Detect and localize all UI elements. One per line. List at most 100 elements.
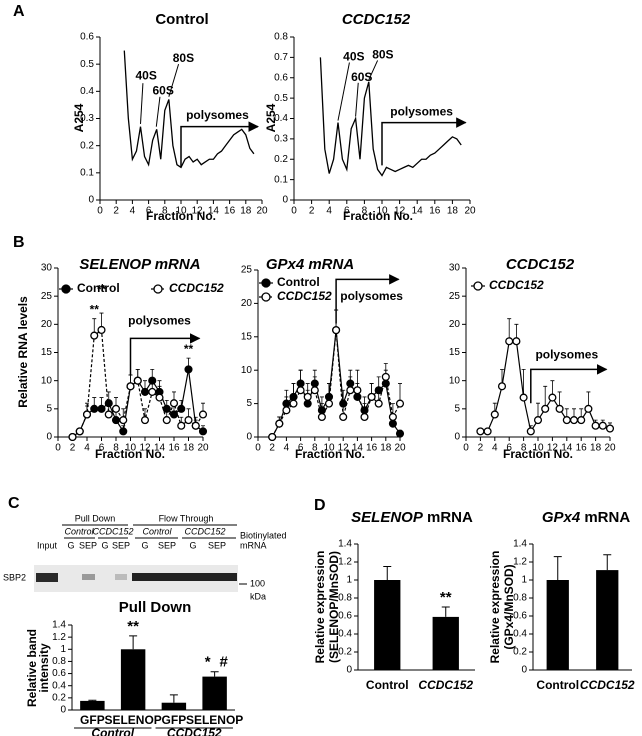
y-tick-label: 1 <box>521 575 527 586</box>
blot-band <box>115 574 127 580</box>
y-tick-label: 0.3 <box>274 134 288 145</box>
panel-label: B <box>13 234 25 251</box>
data-point <box>289 399 298 408</box>
annotation: polysomes <box>535 347 598 361</box>
annotation-arrow <box>129 333 201 376</box>
x-tick-label: 10 <box>323 443 335 454</box>
x-tick-label: 2 <box>478 443 484 454</box>
bar <box>596 570 619 670</box>
data-point <box>548 393 557 402</box>
bar <box>374 580 401 670</box>
data-point <box>198 410 208 419</box>
blot-lane: SEP <box>112 540 130 550</box>
panel-label: D <box>314 497 326 514</box>
data-point <box>82 410 92 419</box>
bar <box>120 649 146 710</box>
y-tick-label: 10 <box>41 375 53 386</box>
data-point <box>184 365 193 374</box>
data-point <box>360 412 369 422</box>
x-tick-label: 0 <box>97 206 103 217</box>
x-tick-label: 10 <box>532 443 544 454</box>
data-point <box>519 393 528 402</box>
x-tick-label: CCDC152 <box>580 678 635 692</box>
y-tick-label: 10 <box>241 365 253 376</box>
data-point <box>191 421 200 430</box>
y-tick-label: 0 <box>246 432 252 443</box>
y-tick-label: 0 <box>521 665 527 676</box>
y-tick-label: 0.7 <box>274 52 288 63</box>
data-point <box>317 412 326 422</box>
y-tick-label: 0.1 <box>80 167 94 178</box>
legend-label: CCDC152 <box>169 281 224 295</box>
x-tick-label: 12 <box>394 206 406 217</box>
chart-title: SELENOP mRNA <box>351 509 473 526</box>
y-tick-label: 0.4 <box>52 680 66 691</box>
chart-title: Control <box>155 11 208 28</box>
x-tick-label: 12 <box>139 443 151 454</box>
y-axis-label: Relative expression <box>488 551 502 664</box>
blot-lane: G <box>141 540 148 550</box>
blot-band <box>132 573 237 581</box>
data-point <box>90 331 99 340</box>
annotation: # <box>219 654 228 671</box>
x-tick-label: 18 <box>183 443 195 454</box>
blot-lane: SEP <box>208 540 226 550</box>
x-tick-label: 4 <box>492 443 498 454</box>
annotation: polysomes <box>186 108 249 122</box>
x-tick-label: 20 <box>256 206 268 217</box>
data-point <box>497 382 507 391</box>
bar <box>432 616 459 670</box>
x-tick-label: 8 <box>113 443 119 454</box>
data-point <box>275 419 284 428</box>
data-point <box>353 392 362 401</box>
data-point <box>555 404 564 413</box>
y-axis-label: Relative band <box>25 629 39 707</box>
data-point <box>388 419 397 428</box>
series-line <box>123 50 255 169</box>
x-tick-label: 16 <box>366 443 378 454</box>
data-point <box>162 416 171 425</box>
x-tick-label: 8 <box>362 206 368 217</box>
x-tick-label: 2 <box>269 443 275 454</box>
y-tick-label: 5 <box>454 403 460 414</box>
annotation: ** <box>440 589 452 606</box>
y-axis-label: (GPx4/MnSOD) <box>502 564 516 649</box>
x-tick-label: 10 <box>125 443 137 454</box>
data-point <box>591 421 600 430</box>
x-tick-label: SELENOP <box>104 713 161 727</box>
annotation-line <box>140 83 144 124</box>
data-point <box>148 387 157 396</box>
x-tick-label: Control <box>366 678 409 692</box>
data-point <box>381 372 390 381</box>
error-bar <box>169 694 178 703</box>
data-point <box>111 416 121 425</box>
data-point <box>90 404 99 413</box>
blot-lane: SEP <box>158 540 176 550</box>
x-tick-label: 6 <box>99 443 105 454</box>
data-point <box>104 410 113 419</box>
x-tick-label: 16 <box>576 443 588 454</box>
panel-label: A <box>13 3 25 20</box>
data-point <box>97 404 106 413</box>
y-tick-label: 0.4 <box>338 629 352 640</box>
blot-marker: 100 <box>250 578 265 588</box>
data-point <box>505 337 514 346</box>
y-tick-label: 1.4 <box>513 539 527 550</box>
y-tick-label: 0.2 <box>274 154 288 165</box>
series-line <box>319 57 462 177</box>
data-point <box>303 399 312 408</box>
data-point <box>133 376 142 385</box>
y-tick-label: 0 <box>454 432 460 443</box>
x-tick-label: 6 <box>506 443 512 454</box>
annotation: polysomes <box>128 314 191 328</box>
x-tick-label: 14 <box>352 443 364 454</box>
y-tick-label: 0.5 <box>80 59 94 70</box>
annotation-line <box>355 82 359 117</box>
y-tick-label: 0 <box>88 195 94 206</box>
x-tick-label: 2 <box>113 206 119 217</box>
y-tick-label: 0.6 <box>338 611 352 622</box>
y-axis-label: A254 <box>72 103 86 132</box>
blot-condition: Control <box>64 526 94 536</box>
data-point <box>483 427 492 436</box>
